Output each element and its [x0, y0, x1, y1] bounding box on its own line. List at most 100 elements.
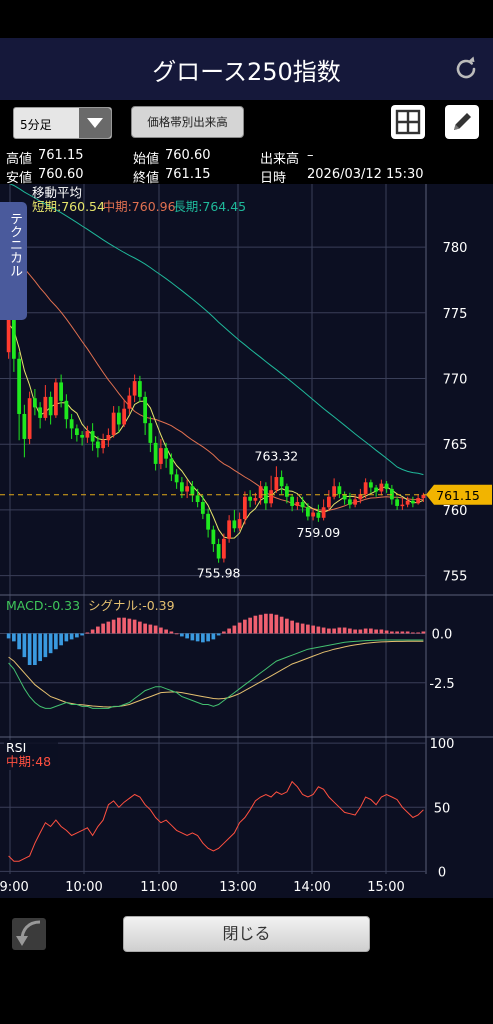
macd-histogram-bar	[80, 633, 84, 636]
candle-body	[311, 512, 316, 517]
macd-histogram-bar	[190, 633, 195, 641]
candle-body	[69, 419, 74, 429]
macd-histogram-bar	[22, 633, 27, 658]
macd-histogram-bar	[421, 631, 426, 634]
candle-body	[410, 500, 415, 504]
macd-legend: MACD:-0.33	[6, 598, 80, 613]
macd-histogram-bar	[90, 629, 95, 634]
macd-histogram-bar	[122, 617, 126, 634]
macd-histogram-bar	[132, 619, 137, 634]
interval-select[interactable]: 5分足	[13, 107, 112, 139]
header-bar: グロース250指数	[0, 38, 493, 100]
candle-body	[384, 483, 389, 489]
macd-histogram-bar	[232, 625, 237, 634]
candle-body	[368, 482, 373, 488]
macd-histogram-bar	[363, 628, 368, 634]
macd-histogram-bar	[264, 613, 268, 634]
macd-histogram-bar	[180, 633, 184, 637]
macd-histogram-bar	[411, 632, 415, 634]
candle-body	[22, 413, 27, 439]
candle-body	[342, 494, 347, 500]
y-tick-label: 765	[443, 438, 468, 453]
macd-histogram-bar	[195, 633, 200, 642]
open-value: 760.60	[165, 148, 211, 163]
pencil-icon[interactable]	[445, 105, 479, 139]
macd-histogram-bar	[201, 633, 205, 643]
chart-area[interactable]: 780 775 770 765 760 755 761.15 763.32 755.98 759.…	[0, 182, 493, 898]
macd-histogram-bar	[311, 625, 315, 634]
candle-body	[405, 500, 410, 505]
technical-tab[interactable]: テクニカル	[0, 202, 27, 320]
x-tick-label: 11:00	[140, 880, 177, 895]
macd-histogram-bar	[258, 614, 263, 634]
candle-body	[290, 496, 295, 506]
macd-histogram-bar	[111, 619, 116, 634]
macd-histogram-bar	[269, 613, 273, 634]
candle-body	[17, 358, 22, 414]
x-tick-label: 10:00	[65, 880, 102, 895]
candle-body	[85, 431, 90, 438]
candle-body	[389, 488, 394, 500]
high-value: 761.15	[38, 148, 84, 163]
candle-body	[153, 442, 158, 464]
candle-body	[347, 499, 352, 505]
candle-body	[326, 496, 331, 508]
candle-body	[190, 486, 195, 496]
signal-line	[8, 640, 424, 708]
close-button[interactable]: 閉じる	[123, 916, 370, 952]
back-arrow-icon[interactable]	[10, 916, 48, 952]
annotation-label: 759.09	[297, 525, 341, 540]
candle-body	[242, 496, 247, 520]
y-tick-label: 780	[443, 241, 468, 256]
datetime-value: 2026/03/12 15:30	[307, 167, 424, 182]
rsi-legend: 中期:48	[6, 754, 51, 769]
candle-body	[122, 408, 127, 425]
macd-histogram-bar	[300, 623, 305, 634]
macd-histogram-bar	[127, 618, 132, 634]
volume-label: 出来高	[260, 152, 300, 167]
macd-histogram-bar	[237, 622, 242, 634]
candle-body	[358, 494, 363, 500]
macd-histogram-bar	[290, 620, 294, 634]
macd-histogram-bar	[69, 633, 74, 640]
candle-body	[363, 482, 368, 495]
candle-body	[232, 520, 237, 529]
volume-by-price-button[interactable]: 価格帯別出来高	[131, 106, 244, 138]
candle-body	[174, 474, 179, 483]
candle-body	[274, 477, 279, 491]
macd-histogram-bar	[153, 625, 158, 634]
macd-histogram-bar	[64, 633, 69, 642]
candle-body	[148, 423, 153, 443]
candle-body	[395, 499, 400, 506]
macd-histogram-bar	[59, 633, 63, 646]
candle-body	[300, 502, 305, 508]
candle-body	[74, 428, 79, 435]
macd-histogram-bar	[379, 629, 384, 634]
macd-histogram-bar	[38, 633, 42, 662]
candle-body	[43, 396, 48, 418]
macd-line	[8, 639, 424, 709]
macd-histogram-bar	[211, 633, 216, 640]
refresh-icon[interactable]	[453, 56, 479, 82]
short-ma-line	[8, 323, 424, 539]
candle-body	[158, 448, 163, 464]
macd-histogram-bar	[337, 627, 342, 634]
macd-histogram-bar	[316, 626, 321, 634]
low-label: 安値	[6, 171, 33, 186]
macd-histogram-bar	[43, 633, 48, 658]
macd-histogram-bar	[327, 628, 331, 634]
candle-body	[195, 495, 200, 503]
macd-histogram-bar	[75, 633, 79, 638]
candle-body	[284, 486, 289, 497]
toolbar: 5分足 価格帯別出来高	[0, 100, 493, 144]
y-tick-label: 770	[443, 372, 468, 387]
macd-histogram-bar	[48, 633, 53, 654]
candle-body	[53, 382, 58, 416]
grid-icon[interactable]	[391, 105, 425, 139]
macd-histogram-bar	[390, 631, 394, 634]
price-chart[interactable]: 780 775 770 765 760 755 761.15 763.32 755.98 759.…	[0, 182, 493, 898]
macd-histogram-bar	[164, 629, 168, 634]
macd-histogram-bar	[348, 628, 352, 634]
macd-histogram-bar	[248, 617, 252, 634]
candle-body	[11, 315, 16, 359]
